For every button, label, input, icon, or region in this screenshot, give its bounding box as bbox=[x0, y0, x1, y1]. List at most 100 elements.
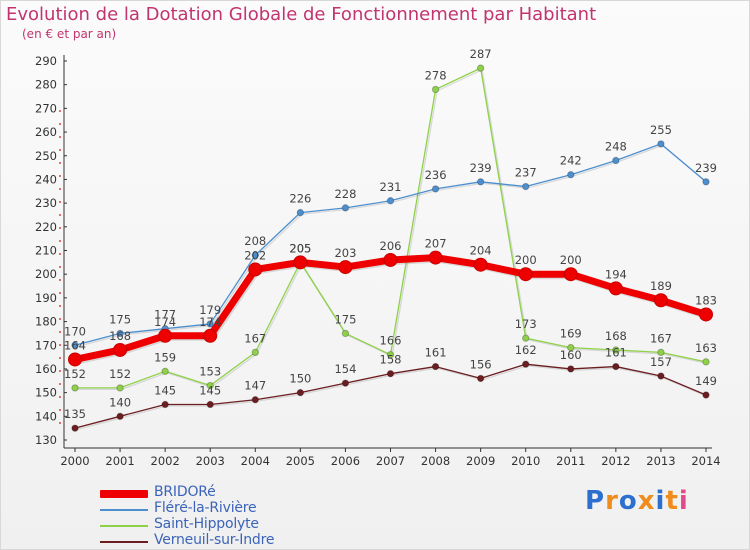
data-label-saint-hippolyte: 287 bbox=[470, 47, 492, 61]
data-point-fl-r-la-rivi-re bbox=[71, 341, 79, 349]
data-label-bridor-: 205 bbox=[289, 241, 311, 255]
data-label-fl-r-la-rivi-re: 177 bbox=[154, 308, 176, 322]
data-label-verneuil-sur-indre: 161 bbox=[425, 346, 447, 360]
data-label-saint-hippolyte: 167 bbox=[650, 331, 672, 345]
data-point-fl-r-la-rivi-re bbox=[296, 208, 305, 217]
logo-letter: x bbox=[637, 486, 656, 516]
data-label-verneuil-sur-indre: 156 bbox=[470, 357, 492, 371]
data-point-fl-r-la-rivi-re bbox=[251, 251, 259, 259]
data-label-verneuil-sur-indre: 160 bbox=[560, 348, 582, 362]
data-label-bridor-: 202 bbox=[244, 248, 266, 262]
x-tick-label: 2014 bbox=[691, 454, 720, 468]
legend-label-saint-hippolyte: Saint-Hippolyte bbox=[154, 516, 259, 532]
legend-swatch-flere bbox=[100, 509, 148, 511]
y-tick-label: 160 bbox=[35, 362, 57, 376]
x-tick-label: 2008 bbox=[421, 454, 450, 468]
x-tick-label: 2001 bbox=[105, 454, 134, 468]
data-label-bridor-: 174 bbox=[199, 315, 221, 329]
data-point-bridor- bbox=[608, 281, 623, 296]
x-tick-label: 2010 bbox=[511, 454, 540, 468]
x-tick-label: 2009 bbox=[466, 454, 495, 468]
data-label-saint-hippolyte: 167 bbox=[244, 331, 266, 345]
data-label-bridor-: 200 bbox=[560, 253, 582, 267]
data-label-bridor-: 206 bbox=[380, 239, 402, 253]
data-point-verneuil-sur-indre bbox=[612, 362, 620, 371]
legend-swatch-saint-hippolyte bbox=[100, 525, 148, 527]
data-point-bridor- bbox=[653, 293, 668, 308]
y-tick-label: 180 bbox=[35, 315, 57, 329]
chart-subtitle: (en € et par an) bbox=[22, 27, 117, 41]
logo-letter: o bbox=[618, 486, 638, 516]
proxiti-logo: Proxiti bbox=[585, 486, 689, 516]
data-label-verneuil-sur-indre: 140 bbox=[109, 395, 131, 409]
data-point-verneuil-sur-indre bbox=[657, 372, 665, 380]
data-label-fl-r-la-rivi-re: 179 bbox=[199, 303, 221, 317]
data-label-saint-hippolyte: 205 bbox=[289, 241, 311, 255]
data-label-bridor-: 207 bbox=[425, 237, 447, 251]
data-label-verneuil-sur-indre: 157 bbox=[650, 355, 672, 369]
data-label-fl-r-la-rivi-re: 236 bbox=[425, 168, 447, 182]
data-label-bridor-: 194 bbox=[605, 267, 627, 281]
data-label-verneuil-sur-indre: 150 bbox=[289, 372, 311, 386]
data-label-saint-hippolyte: 169 bbox=[560, 327, 582, 341]
x-tick-label: 2003 bbox=[196, 454, 225, 468]
y-tick-label: 260 bbox=[35, 125, 57, 139]
data-label-verneuil-sur-indre: 145 bbox=[199, 383, 221, 397]
legend-swatch-verneuil bbox=[100, 541, 148, 543]
legend-swatch-bridore bbox=[100, 490, 148, 498]
data-label-fl-r-la-rivi-re: 239 bbox=[695, 161, 717, 175]
data-label-saint-hippolyte: 159 bbox=[154, 350, 176, 364]
data-point-fl-r-la-rivi-re bbox=[702, 178, 710, 186]
logo-letter: t bbox=[665, 486, 679, 516]
data-point-fl-r-la-rivi-re bbox=[522, 182, 530, 191]
data-point-bridor- bbox=[293, 255, 308, 270]
data-point-saint-hippolyte bbox=[612, 346, 620, 354]
x-tick-label: 2002 bbox=[151, 454, 180, 468]
data-point-saint-hippolyte bbox=[161, 367, 169, 376]
y-tick-label: 290 bbox=[35, 54, 57, 68]
data-label-saint-hippolyte: 152 bbox=[64, 367, 86, 381]
y-tick-label: 190 bbox=[35, 291, 57, 305]
data-label-fl-r-la-rivi-re: 248 bbox=[605, 139, 627, 153]
y-tick-label: 220 bbox=[35, 220, 57, 234]
data-point-fl-r-la-rivi-re bbox=[431, 185, 440, 193]
y-tick-label: 280 bbox=[35, 78, 57, 92]
data-point-bridor- bbox=[248, 262, 263, 277]
data-point-verneuil-sur-indre bbox=[702, 391, 710, 399]
data-label-fl-r-la-rivi-re: 242 bbox=[560, 154, 582, 168]
data-label-bridor-: 174 bbox=[154, 315, 176, 329]
data-label-verneuil-sur-indre: 145 bbox=[154, 383, 176, 397]
y-tick-label: 140 bbox=[35, 409, 57, 423]
y-tick-label: 270 bbox=[35, 101, 57, 115]
data-point-bridor- bbox=[338, 260, 353, 275]
data-point-fl-r-la-rivi-re bbox=[206, 320, 214, 328]
legend-label-bridore: BRIDORé bbox=[154, 484, 216, 500]
chart-title: Evolution de la Dotation Globale de Fonc… bbox=[6, 4, 597, 25]
data-label-verneuil-sur-indre: 161 bbox=[605, 346, 627, 360]
data-point-fl-r-la-rivi-re bbox=[341, 204, 350, 212]
legend-label-verneuil: Verneuil-sur-Indre bbox=[154, 532, 275, 548]
legend-label-flere: Fléré-la-Rivière bbox=[154, 500, 257, 516]
data-point-saint-hippolyte bbox=[341, 329, 350, 338]
data-label-saint-hippolyte: 166 bbox=[380, 334, 402, 348]
x-tick-label: 2007 bbox=[376, 454, 405, 468]
data-label-fl-r-la-rivi-re: 255 bbox=[650, 123, 672, 137]
data-point-verneuil-sur-indre bbox=[71, 424, 79, 432]
data-label-saint-hippolyte: 163 bbox=[695, 341, 717, 355]
data-point-bridor- bbox=[428, 250, 443, 265]
data-point-verneuil-sur-indre bbox=[251, 396, 259, 404]
x-tick-label: 2006 bbox=[331, 454, 360, 468]
logo-letter: r bbox=[605, 486, 619, 516]
data-label-fl-r-la-rivi-re: 237 bbox=[515, 166, 537, 180]
data-point-bridor- bbox=[699, 307, 713, 322]
data-label-saint-hippolyte: 152 bbox=[109, 367, 131, 381]
data-point-fl-r-la-rivi-re bbox=[476, 178, 485, 186]
data-label-saint-hippolyte: 153 bbox=[199, 365, 221, 379]
data-label-saint-hippolyte: 278 bbox=[425, 68, 447, 82]
data-point-fl-r-la-rivi-re bbox=[386, 197, 395, 205]
data-point-verneuil-sur-indre bbox=[206, 400, 214, 409]
data-label-fl-r-la-rivi-re: 228 bbox=[334, 187, 356, 201]
y-tick-label: 210 bbox=[35, 244, 57, 258]
data-label-bridor-: 183 bbox=[695, 293, 717, 307]
